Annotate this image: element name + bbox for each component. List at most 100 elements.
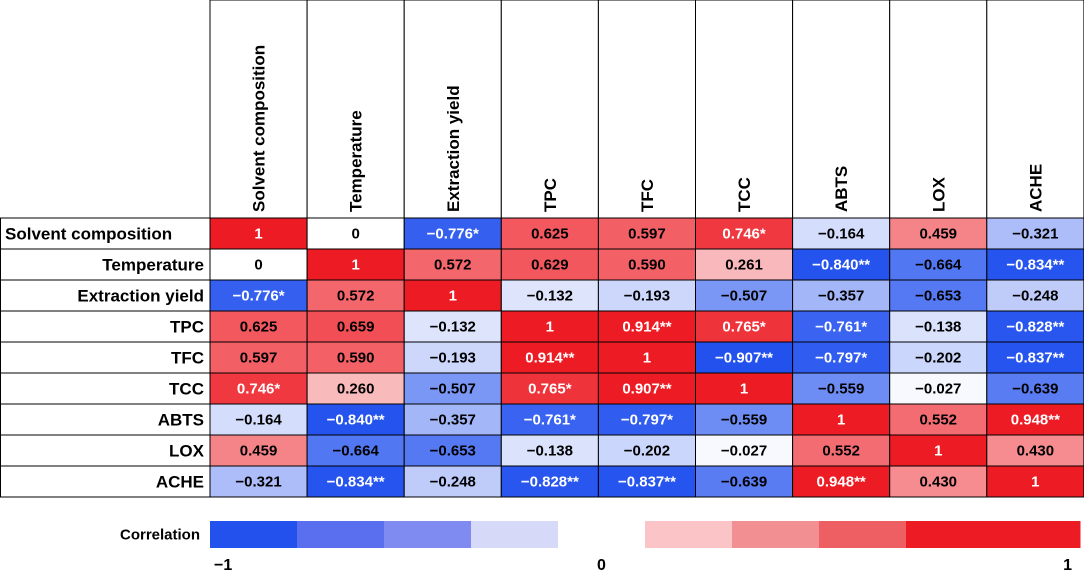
heatmap-cell-tpc-temperature [306, 310, 405, 343]
heatmap-cell-abts-ache [986, 403, 1084, 436]
cell-label-solvent-composition-extraction-yield: −0.776* [427, 226, 479, 243]
cell-label-tfc-tpc: 0.914** [525, 350, 574, 367]
row-header-tfc: TFC [171, 349, 204, 368]
row-header-cell-extraction-yield [0, 279, 211, 312]
cell-label-solvent-composition-ache: −0.321 [1012, 226, 1058, 243]
cell-label-extraction-yield-extraction-yield: 1 [449, 288, 457, 305]
cell-label-tpc-solvent-composition: 0.625 [240, 319, 278, 336]
cell-label-tcc-extraction-yield: −0.507 [430, 381, 476, 398]
cell-label-tfc-temperature: 0.590 [337, 350, 375, 367]
cell-label-ache-lox: 0.430 [919, 474, 957, 491]
heatmap-cell-tfc-temperature [306, 341, 405, 374]
heatmap-cell-tcc-lox [889, 372, 988, 405]
heatmap-cell-tpc-extraction-yield [403, 310, 502, 343]
cell-label-tcc-tcc: 1 [740, 381, 748, 398]
cell-label-lox-ache: 0.430 [1017, 443, 1055, 460]
cell-label-extraction-yield-tcc: −0.507 [721, 288, 767, 305]
heatmap-cell-tfc-lox [889, 341, 988, 374]
cell-label-abts-tcc: −0.559 [721, 412, 767, 429]
cell-label-ache-solvent-composition: −0.321 [235, 474, 281, 491]
cell-label-tpc-tpc: 1 [546, 319, 554, 336]
cell-label-abts-tfc: −0.797* [621, 412, 673, 429]
col-header-cell-tfc [597, 0, 697, 219]
col-header-lox: LOX [929, 176, 948, 212]
cell-label-tcc-tfc: 0.907** [622, 381, 671, 398]
cell-label-tpc-lox: −0.138 [915, 319, 961, 336]
cell-label-extraction-yield-tfc: −0.193 [624, 288, 670, 305]
cell-label-abts-abts: 1 [837, 412, 845, 429]
heatmap-cell-lox-extraction-yield [403, 434, 502, 467]
legend-swatch-8 [819, 521, 907, 548]
row-header-cell-tpc [0, 310, 211, 343]
cell-label-tfc-tcc: −0.907** [715, 350, 773, 367]
col-header-cell-solvent-composition [209, 0, 308, 219]
row-header-cell-solvent-composition [0, 217, 211, 250]
heatmap-cell-extraction-yield-extraction-yield [403, 279, 502, 312]
cell-label-temperature-solvent-composition: 0 [254, 257, 262, 274]
cell-label-lox-extraction-yield: −0.653 [430, 443, 476, 460]
cell-label-tcc-tpc: 0.765* [528, 381, 572, 398]
cell-label-ache-tfc: −0.837** [618, 474, 676, 491]
cell-label-solvent-composition-lox: 0.459 [919, 226, 957, 243]
row-header-ache: ACHE [156, 473, 204, 492]
cell-label-extraction-yield-solvent-composition: −0.776* [232, 288, 284, 305]
legend-tick-0-1: 0 [597, 557, 606, 574]
cell-label-extraction-yield-ache: −0.248 [1012, 288, 1058, 305]
cell-label-extraction-yield-tpc: −0.132 [527, 288, 573, 305]
cell-label-extraction-yield-lox: −0.653 [915, 288, 961, 305]
cell-label-ache-tcc: −0.639 [721, 474, 767, 491]
legend-swatch-10 [993, 521, 1081, 548]
row-header-tcc: TCC [169, 380, 204, 399]
legend-tick-1-0: −1 [214, 557, 232, 574]
col-header-cell-tcc [695, 0, 794, 219]
heatmap-cell-extraction-yield-solvent-composition [209, 279, 308, 312]
legend-swatch-2 [297, 521, 385, 548]
cell-label-lox-solvent-composition: 0.459 [240, 443, 278, 460]
col-header-cell-temperature [306, 0, 405, 219]
cell-label-ache-temperature: −0.834** [327, 474, 385, 491]
col-header-tcc: TCC [735, 177, 754, 212]
heatmap-cell-lox-tpc [500, 434, 599, 467]
legend-swatch-7 [732, 521, 820, 548]
heatmap-cell-ache-temperature [306, 465, 405, 498]
heatmap-cell-solvent-composition-ache [986, 217, 1084, 250]
cell-label-tfc-ache: −0.837** [1006, 350, 1064, 367]
heatmap-cell-ache-tpc [500, 465, 599, 498]
heatmap-cell-extraction-yield-tcc [695, 279, 794, 312]
cell-label-tpc-extraction-yield: −0.132 [430, 319, 476, 336]
heatmap-cell-tcc-temperature [306, 372, 405, 405]
heatmap-cell-tcc-tfc [597, 372, 697, 405]
heatmap-cell-tpc-ache [986, 310, 1084, 343]
heatmap-cell-tpc-tfc [597, 310, 697, 343]
col-header-cell-ache [986, 0, 1084, 219]
cell-label-tcc-lox: −0.027 [915, 381, 961, 398]
heatmap-cell-solvent-composition-tfc [597, 217, 697, 250]
heatmap-cell-lox-lox [889, 434, 988, 467]
col-header-tpc: TPC [541, 178, 560, 212]
heatmap-cell-extraction-yield-temperature [306, 279, 405, 312]
legend-swatch-3 [384, 521, 472, 548]
cell-label-solvent-composition-abts: −0.164 [818, 226, 865, 243]
col-header-extraction-yield: Extraction yield [444, 85, 463, 212]
col-header-ache: ACHE [1026, 164, 1045, 212]
heatmap-cell-solvent-composition-temperature [306, 217, 405, 250]
legend-swatch-5 [558, 521, 646, 548]
row-header-tpc: TPC [170, 318, 204, 337]
legend-swatch-4 [471, 521, 559, 548]
heatmap-cell-temperature-temperature [306, 248, 405, 281]
heatmap-cell-ache-lox [889, 465, 988, 498]
heatmap-cell-ache-tfc [597, 465, 697, 498]
heatmap-grid: Solvent composition Temperature Extraction… [0, 0, 1084, 498]
cell-label-ache-tpc: −0.828** [521, 474, 579, 491]
legend-swatch-1 [210, 521, 298, 548]
cell-label-temperature-lox: −0.664 [915, 257, 962, 274]
legend-tick-1-2: 1 [1063, 557, 1072, 574]
heatmap-cell-tfc-solvent-composition [209, 341, 308, 374]
col-header-cell-lox [889, 0, 988, 219]
cell-label-lox-tcc: −0.027 [721, 443, 767, 460]
heatmap-cell-temperature-solvent-composition [209, 248, 308, 281]
cell-label-ache-abts: 0.948** [817, 474, 866, 491]
heatmap-cell-ache-solvent-composition [209, 465, 308, 498]
legend-swatch-6 [645, 521, 733, 548]
